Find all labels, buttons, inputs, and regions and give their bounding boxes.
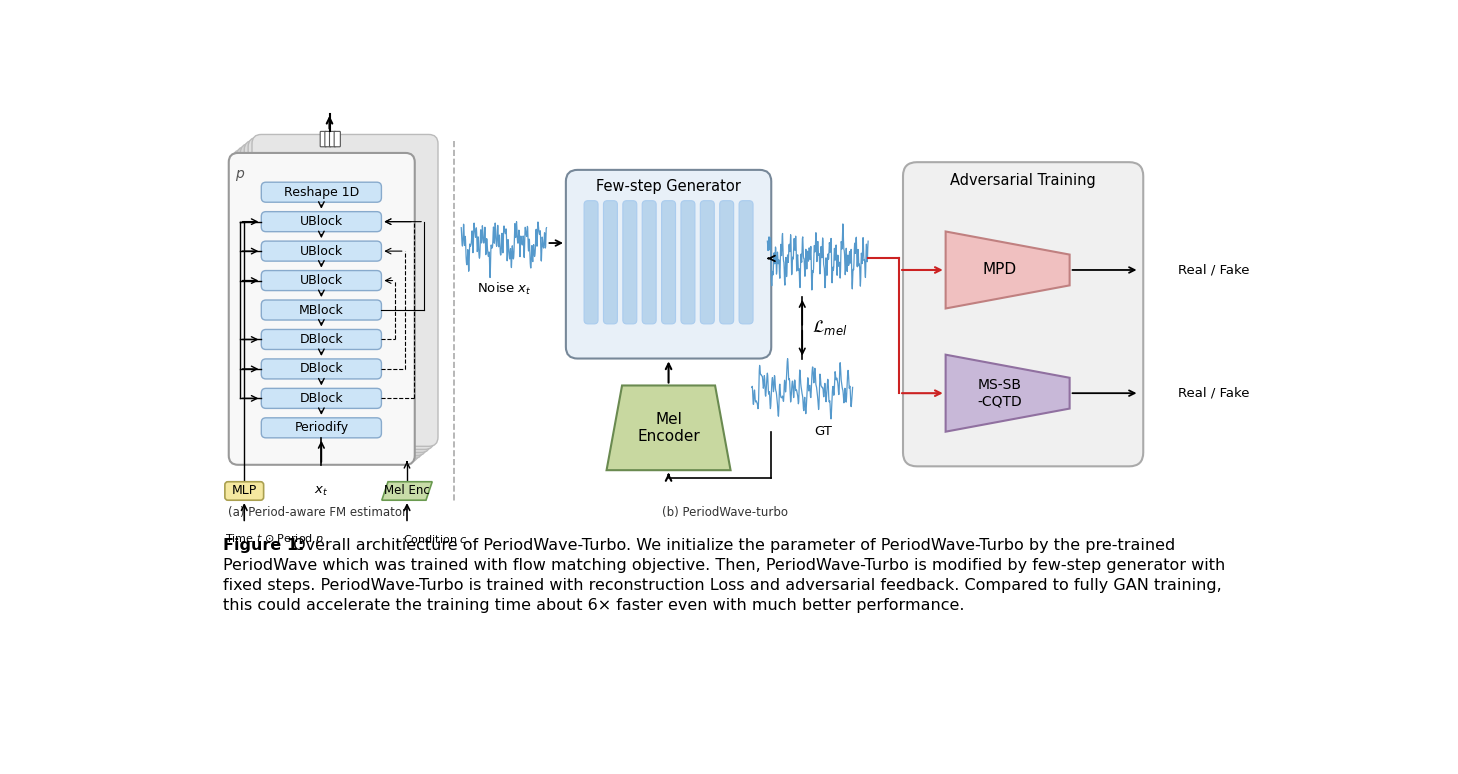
- FancyBboxPatch shape: [739, 200, 752, 324]
- Text: Noise $x_t$: Noise $x_t$: [477, 281, 531, 297]
- Text: DBlock: DBlock: [299, 333, 343, 346]
- FancyBboxPatch shape: [261, 182, 382, 202]
- FancyBboxPatch shape: [566, 170, 771, 358]
- Text: fixed steps. PeriodWave-Turbo is trained with reconstruction Loss and adversaria: fixed steps. PeriodWave-Turbo is trained…: [223, 578, 1222, 593]
- Polygon shape: [946, 354, 1070, 432]
- Text: Mel
Encoder: Mel Encoder: [637, 412, 700, 444]
- Text: p: p: [235, 167, 243, 181]
- FancyBboxPatch shape: [623, 200, 637, 324]
- Polygon shape: [607, 385, 730, 470]
- Text: MBlock: MBlock: [299, 303, 344, 317]
- FancyBboxPatch shape: [261, 271, 382, 290]
- Text: Figure 1:: Figure 1:: [223, 538, 303, 553]
- Polygon shape: [946, 231, 1070, 309]
- FancyBboxPatch shape: [261, 211, 382, 231]
- FancyBboxPatch shape: [241, 144, 426, 456]
- Text: DBlock: DBlock: [299, 362, 343, 375]
- Text: MPD: MPD: [983, 262, 1016, 278]
- Text: this could accelerate the training time about 6× faster even with much better pe: this could accelerate the training time …: [223, 598, 964, 613]
- FancyBboxPatch shape: [662, 200, 675, 324]
- Polygon shape: [382, 481, 432, 500]
- Text: MLP: MLP: [232, 485, 257, 498]
- FancyBboxPatch shape: [720, 200, 733, 324]
- FancyBboxPatch shape: [334, 132, 340, 147]
- Text: $x_t$: $x_t$: [315, 485, 328, 498]
- FancyBboxPatch shape: [248, 138, 434, 450]
- FancyBboxPatch shape: [261, 241, 382, 261]
- Text: UBlock: UBlock: [300, 215, 343, 228]
- Text: GT: GT: [814, 425, 831, 438]
- Text: DBlock: DBlock: [299, 392, 343, 405]
- Text: UBlock: UBlock: [300, 245, 343, 258]
- FancyBboxPatch shape: [261, 300, 382, 320]
- Text: Adversarial Training: Adversarial Training: [951, 173, 1096, 188]
- Text: Real / Fake: Real / Fake: [1178, 263, 1250, 276]
- FancyBboxPatch shape: [325, 132, 331, 147]
- Text: Few-step Generator: Few-step Generator: [596, 180, 741, 194]
- Text: UBlock: UBlock: [300, 274, 343, 287]
- FancyBboxPatch shape: [330, 132, 335, 147]
- Text: Time $t$ ⊙ Period $p$: Time $t$ ⊙ Period $p$: [225, 532, 324, 546]
- Text: (a) Period-aware FM estimator: (a) Period-aware FM estimator: [229, 506, 407, 519]
- Text: MS-SB
-CQTD: MS-SB -CQTD: [977, 378, 1022, 408]
- FancyBboxPatch shape: [681, 200, 695, 324]
- FancyBboxPatch shape: [236, 147, 423, 459]
- FancyBboxPatch shape: [903, 163, 1143, 466]
- Text: Reshape 1D: Reshape 1D: [284, 186, 359, 199]
- FancyBboxPatch shape: [261, 389, 382, 409]
- FancyBboxPatch shape: [700, 200, 714, 324]
- FancyBboxPatch shape: [642, 200, 656, 324]
- FancyBboxPatch shape: [245, 141, 430, 453]
- FancyBboxPatch shape: [604, 200, 617, 324]
- FancyBboxPatch shape: [233, 150, 418, 462]
- FancyBboxPatch shape: [261, 418, 382, 438]
- FancyBboxPatch shape: [252, 135, 437, 447]
- FancyBboxPatch shape: [585, 200, 598, 324]
- Text: Overall architiecture of PeriodWave-Turbo. We initialize the parameter of Period: Overall architiecture of PeriodWave-Turb…: [289, 538, 1175, 553]
- Text: Real / Fake: Real / Fake: [1178, 387, 1250, 399]
- Text: (b) PeriodWave-turbo: (b) PeriodWave-turbo: [662, 506, 787, 519]
- FancyBboxPatch shape: [321, 132, 327, 147]
- FancyBboxPatch shape: [261, 330, 382, 350]
- Text: Condition $c$: Condition $c$: [402, 533, 468, 545]
- Text: Mel Enc: Mel Enc: [383, 485, 430, 498]
- FancyBboxPatch shape: [261, 359, 382, 379]
- FancyBboxPatch shape: [229, 153, 414, 465]
- Text: PeriodWave which was trained with flow matching objective. Then, PeriodWave-Turb: PeriodWave which was trained with flow m…: [223, 558, 1225, 573]
- Text: Periodify: Periodify: [295, 421, 348, 434]
- Text: $\mathcal{L}_{mel}$: $\mathcal{L}_{mel}$: [812, 318, 847, 337]
- FancyBboxPatch shape: [225, 481, 264, 500]
